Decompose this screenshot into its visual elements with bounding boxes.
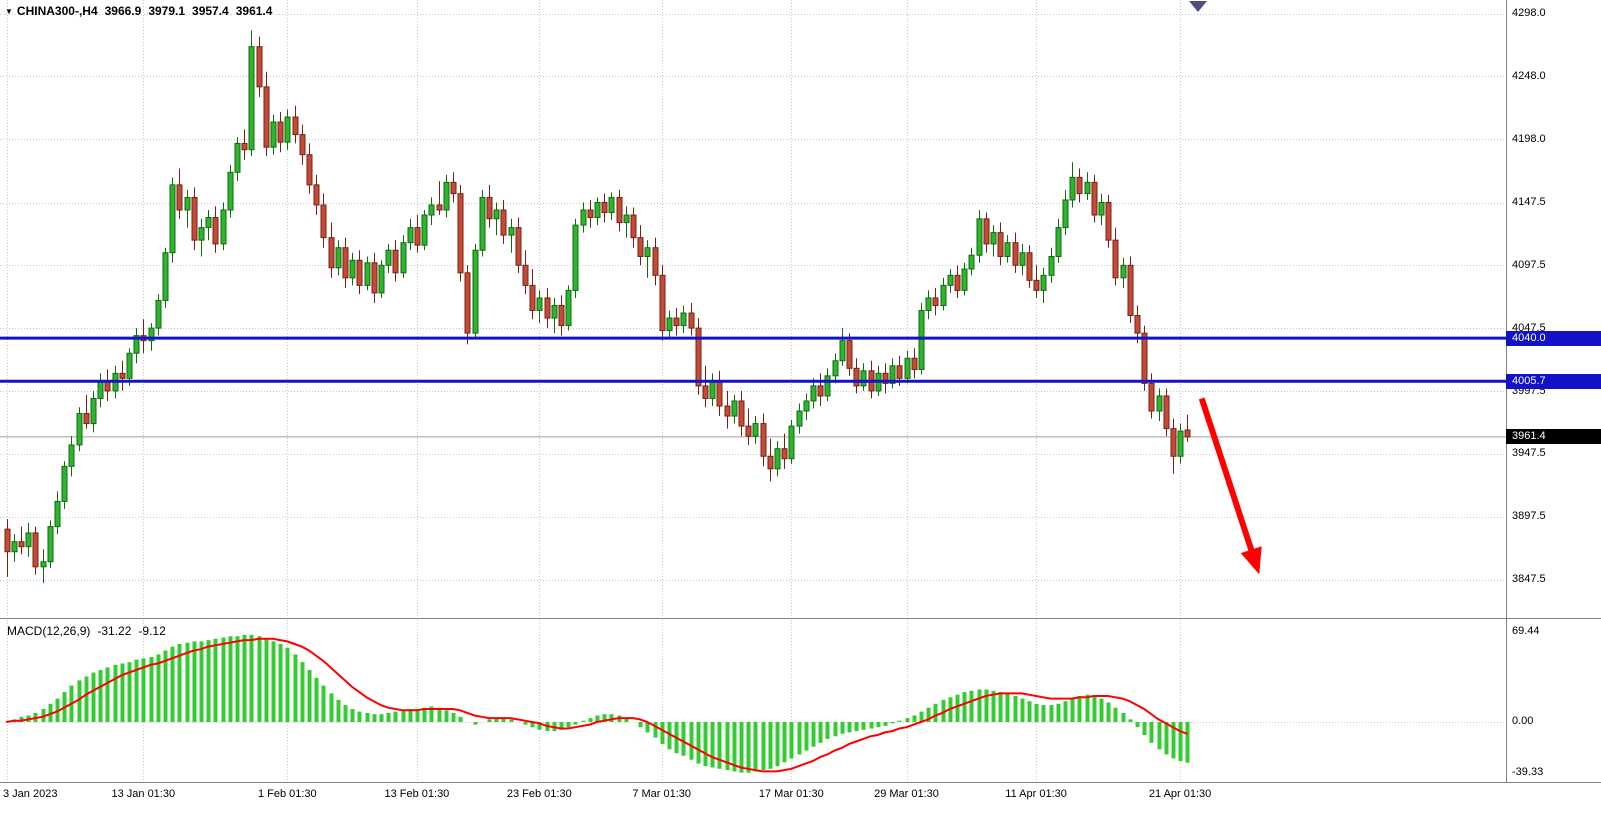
- price-axis-label: 4097.5: [1512, 258, 1546, 271]
- grid-lines: [0, 0, 1506, 782]
- price-level-badge: 4040.0: [1506, 330, 1601, 346]
- time-axis-label: 13 Feb 01:30: [384, 788, 450, 800]
- price-axis-label: 3847.5: [1512, 573, 1546, 585]
- macd-axis-label: -39.33: [1512, 766, 1544, 779]
- chart-header: ▼ CHINA300-,H4 3966.9 3979.1 3957.4 3961.4: [5, 4, 272, 18]
- ohlc-high: 3979.1: [148, 4, 186, 18]
- time-axis-label: 11 Apr 01:30: [1005, 788, 1067, 800]
- time-axis[interactable]: 3 Jan 2023 13 Jan 01:30 1 Feb 01:30 13 Feb …: [0, 783, 1601, 825]
- macd-histogram: [5, 634, 1190, 773]
- time-axis-label: 17 Mar 01:30: [758, 788, 824, 800]
- candlestick-series: [4, 30, 1191, 584]
- price-axis-label: 4248.0: [1512, 69, 1546, 82]
- pane-separators: [0, 0, 1601, 783]
- macd-signal-value: -9.12: [138, 624, 166, 638]
- symbol-period-label: CHINA300-,H4: [16, 4, 98, 18]
- current-price-badge: 3961.4: [1506, 429, 1601, 445]
- price-axis-label: 3947.5: [1512, 447, 1546, 460]
- price-axis-label: 3897.5: [1512, 510, 1546, 523]
- time-axis-label: 1 Feb 01:30: [257, 788, 317, 800]
- ohlc-close: 3961.4: [235, 4, 273, 18]
- time-axis-label: 3 Jan 2023: [3, 788, 58, 800]
- macd-value: -31.22: [97, 624, 132, 638]
- time-axis-label: 29 Mar 01:30: [874, 788, 939, 800]
- ohlc-low: 3957.4: [192, 4, 229, 18]
- time-axis-label: 21 Apr 01:30: [1148, 788, 1212, 800]
- macd-axis-label: 69.44: [1512, 624, 1540, 637]
- symbol-dropdown-icon[interactable]: ▼: [5, 7, 13, 16]
- time-axis-label: 7 Mar 01:30: [632, 788, 692, 800]
- macd-indicator-header: MACD(12,26,9) -31.22 -9.12: [7, 624, 166, 638]
- macd-signal-line: [6, 637, 1188, 773]
- price-axis[interactable]: 4298.0 4248.0 4198.0 4147.5 4097.5 4047.5 3997…: [1506, 0, 1601, 783]
- chart-shift-marker[interactable]: [1189, 1, 1207, 12]
- ohlc-open: 3966.9: [104, 4, 142, 18]
- time-axis-label: 13 Jan 01:30: [111, 788, 176, 800]
- time-axis-label: 23 Feb 01:30: [506, 788, 572, 800]
- price-axis-label: 4147.5: [1512, 196, 1546, 209]
- price-axis-label: 4298.0: [1512, 7, 1546, 19]
- price-level-badge: 4005.7: [1506, 373, 1601, 389]
- macd-axis-label: 0.00: [1512, 715, 1534, 727]
- down-trend-arrow-object[interactable]: [1198, 397, 1262, 575]
- price-axis-label: 4198.0: [1512, 132, 1546, 145]
- macd-title: MACD(12,26,9): [7, 624, 91, 638]
